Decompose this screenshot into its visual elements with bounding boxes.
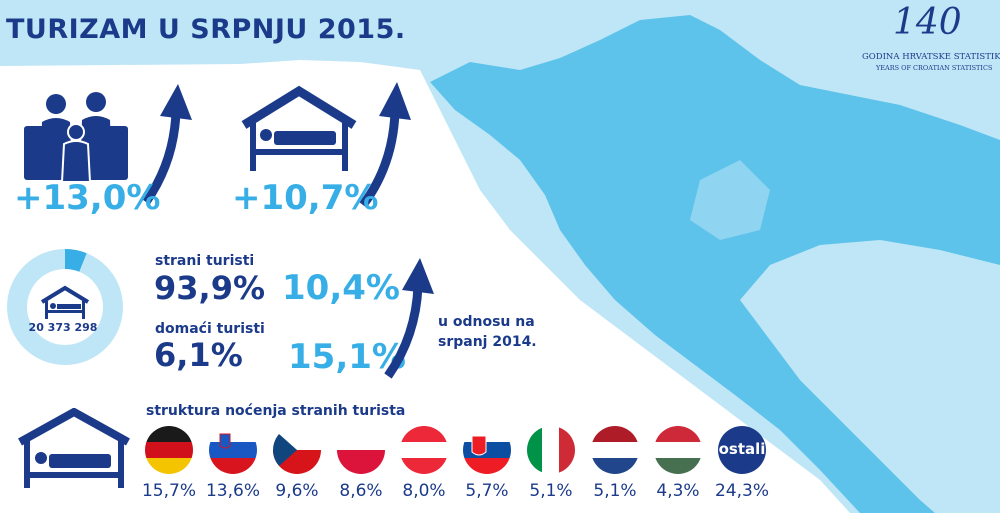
country-share-label: 9,6%: [275, 481, 319, 501]
foreign-label: strani turisti: [155, 253, 255, 269]
country-share-label: 4,3%: [656, 481, 700, 501]
country-share-label: 5,1%: [593, 481, 637, 501]
flag-austria-icon: [400, 426, 448, 474]
page-title: TURIZAM U SRPNJU 2015.: [6, 14, 406, 45]
croatia-map-shape: [430, 15, 1000, 513]
overnights-total: 20 373 298: [28, 321, 98, 334]
arrivals-change: +13,0%: [14, 178, 161, 218]
flag-netherlands-icon: [591, 426, 639, 474]
family-luggage-icon: [24, 92, 128, 183]
domestic-label: domaći turisti: [155, 321, 265, 337]
bed-house-icon: [18, 408, 130, 488]
flag-germany-icon: [145, 426, 193, 474]
country-share-label: 24,3%: [714, 481, 769, 501]
domestic-change: 15,1%: [288, 337, 406, 377]
bed-house-icon: [241, 85, 357, 171]
flag-hungary-icon: [654, 426, 702, 474]
flag-slovenia-icon: [209, 426, 257, 474]
flag-slovakia-icon: [463, 426, 511, 474]
logo-line-2: YEARS OF CROATIAN STATISTICS: [876, 64, 993, 72]
flags-row: [145, 426, 766, 474]
ostali-label: ostali: [718, 440, 766, 458]
flag-czech-icon: [273, 426, 321, 474]
ostali-circle: [718, 426, 766, 474]
comparison-note-line-2: srpanj 2014.: [438, 334, 537, 350]
country-share-label: 13,6%: [205, 481, 260, 501]
country-share-label: 8,0%: [402, 481, 446, 501]
logo-number: 140: [893, 2, 962, 43]
flag-italy-icon: [527, 426, 575, 474]
country-share-label: 8,6%: [339, 481, 383, 501]
flag-poland-icon: [337, 426, 385, 474]
foreign-change: 10,4%: [282, 268, 400, 308]
up-arrow-icon: [384, 258, 434, 379]
country-share-label: 5,1%: [529, 481, 573, 501]
country-share-label: 5,7%: [465, 481, 509, 501]
domestic-share: 6,1%: [154, 336, 243, 374]
nights-change: +10,7%: [232, 178, 379, 218]
overnights-donut: [7, 249, 123, 365]
foreign-share: 93,9%: [154, 269, 266, 307]
up-arrow-icon: [142, 84, 192, 205]
inland-water: [690, 160, 770, 240]
logo-line-1: GODINA HRVATSKE STATISTIKE: [862, 52, 1000, 62]
comparison-note-line-1: u odnosu na: [438, 314, 535, 330]
up-arrow-icon: [359, 82, 411, 208]
country-share-label: 15,7%: [141, 481, 196, 501]
structure-label: struktura noćenja stranih turista: [146, 403, 406, 419]
